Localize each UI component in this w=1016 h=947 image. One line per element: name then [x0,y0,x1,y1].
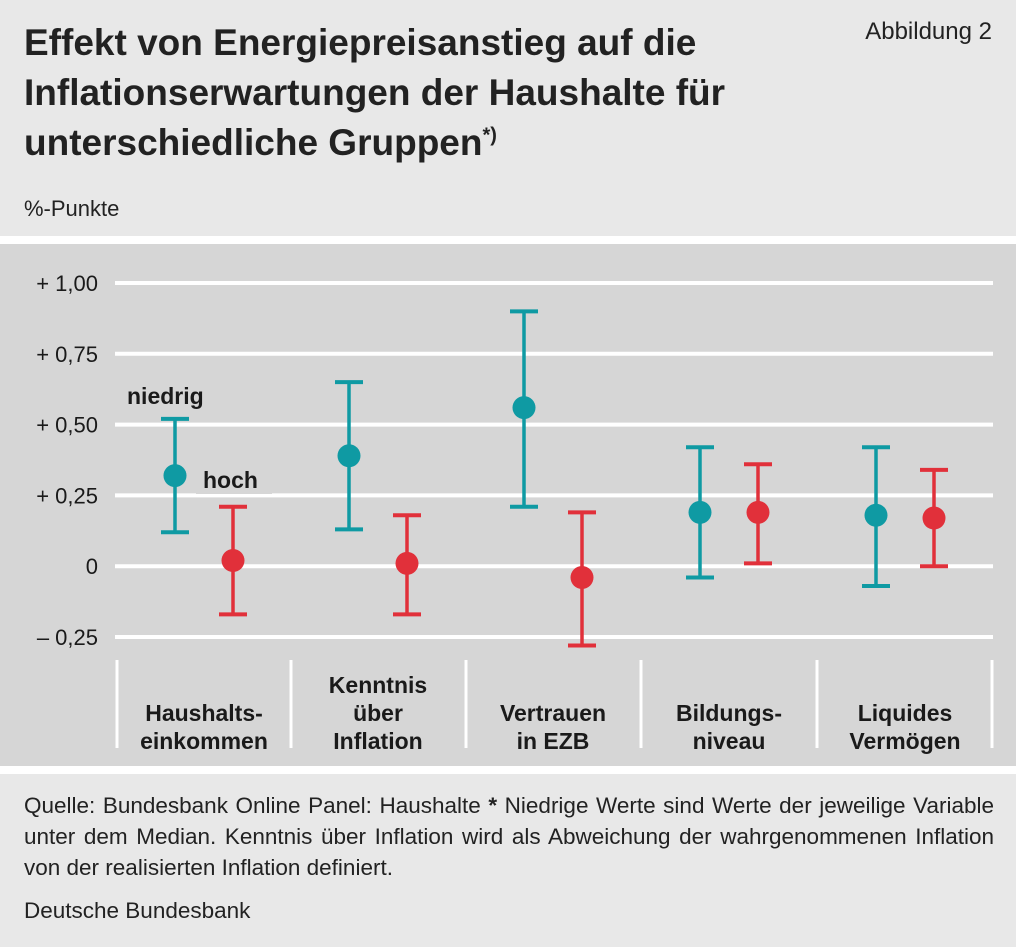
data-point-niedrig [163,464,187,488]
y-tick-label: 0 [86,554,98,579]
data-point-hoch [395,551,419,575]
category-label: Bildungs- [676,700,782,726]
data-point-hoch [922,506,946,530]
footnote-marker: * [488,793,498,818]
y-tick-label: + 0,75 [36,342,98,367]
data-point-hoch [746,500,770,524]
data-point-niedrig [864,503,888,527]
plot-top-band [0,236,1016,244]
data-point-niedrig [688,500,712,524]
y-tick-label: + 0,25 [36,483,98,508]
data-point-niedrig [337,444,361,468]
category-label: Vertrauen [500,700,606,726]
y-tick-label: – 0,25 [37,625,98,650]
title-line-1: Effekt von Energiepreisanstieg auf die [24,22,697,63]
series-label-hoch: hoch [203,467,258,493]
category-label: über [353,700,403,726]
category-labels: Haushalts-einkommen KenntnisüberInflation… [140,672,961,754]
y-tick-label: + 1,00 [36,271,98,296]
category-label: Haushalts- [145,700,263,726]
category-label: Liquides [858,700,953,726]
footnote-lead: Quelle: Bundesbank Online Panel: Haushal… [24,793,489,818]
error-bar-marks [161,309,948,648]
plot-area [0,244,1016,766]
category-label: Inflation [333,728,422,754]
category-label: in EZB [517,728,590,754]
source-label: Deutsche Bundesbank [24,898,251,923]
title-footnote-marker: *) [482,124,497,147]
series-label-backdrop [196,462,272,494]
data-point-hoch [570,566,594,590]
category-label: niveau [693,728,766,754]
series-labels: niedrig hoch [122,376,272,494]
title-line-2: Inflationserwartungen der Haushalte für [24,72,726,113]
category-label: einkommen [140,728,268,754]
footnote-text: Niedrige Werte sind Werte der jeweilige … [24,793,994,880]
category-separators [115,660,994,748]
figure-label: Abbildung 2 [865,18,992,45]
title-line-3: unterschiedliche Gruppen [24,122,483,163]
category-label: Vermögen [849,728,960,754]
chart-title: Effekt von Energiepreisanstieg auf die I… [24,18,824,168]
series-label-niedrig: niedrig [127,383,204,409]
y-tick-label: + 0,50 [36,413,98,438]
category-label: Kenntnis [329,672,427,698]
plot-bottom-band [0,766,1016,774]
y-tick-labels: + 1,00 + 0,75 + 0,50 + 0,25 0 – 0,25 [36,271,98,650]
footnote: Quelle: Bundesbank Online Panel: Haushal… [24,790,994,883]
gridlines [115,281,993,639]
series-label-backdrop [122,376,218,410]
data-point-hoch [221,549,245,573]
y-unit-label: %-Punkte [24,196,120,221]
data-point-niedrig [512,396,536,420]
